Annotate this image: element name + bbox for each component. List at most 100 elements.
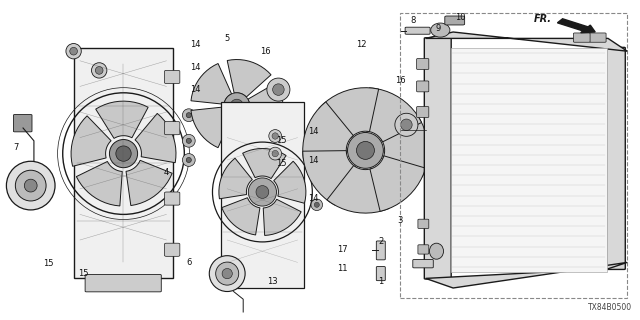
FancyBboxPatch shape	[164, 192, 180, 205]
Text: 8: 8	[410, 16, 415, 25]
FancyBboxPatch shape	[445, 16, 465, 25]
Polygon shape	[227, 60, 271, 97]
Polygon shape	[219, 158, 252, 199]
Ellipse shape	[182, 154, 195, 166]
Polygon shape	[71, 116, 111, 166]
Polygon shape	[191, 63, 232, 104]
Ellipse shape	[256, 186, 269, 198]
Ellipse shape	[70, 47, 77, 55]
Polygon shape	[191, 107, 232, 148]
Ellipse shape	[267, 78, 290, 101]
Text: 17: 17	[337, 245, 348, 254]
Text: 6: 6	[186, 258, 191, 267]
Ellipse shape	[116, 146, 131, 161]
Polygon shape	[227, 114, 271, 152]
Ellipse shape	[356, 141, 374, 159]
FancyBboxPatch shape	[164, 122, 180, 135]
Polygon shape	[426, 32, 627, 51]
FancyBboxPatch shape	[418, 245, 429, 254]
Ellipse shape	[222, 268, 232, 279]
Polygon shape	[327, 165, 389, 213]
Text: 1: 1	[378, 277, 383, 286]
Text: 3: 3	[397, 216, 403, 225]
Polygon shape	[303, 102, 353, 161]
FancyBboxPatch shape	[451, 48, 607, 272]
Ellipse shape	[314, 202, 319, 207]
Text: 15: 15	[78, 269, 88, 278]
Ellipse shape	[272, 150, 278, 157]
FancyBboxPatch shape	[589, 33, 606, 42]
Polygon shape	[263, 199, 301, 236]
Ellipse shape	[269, 147, 282, 160]
Text: 15: 15	[43, 260, 53, 268]
FancyBboxPatch shape	[573, 33, 590, 42]
Text: 16: 16	[260, 47, 271, 56]
Ellipse shape	[15, 170, 46, 201]
Polygon shape	[303, 151, 356, 205]
FancyBboxPatch shape	[376, 267, 385, 281]
Ellipse shape	[395, 113, 418, 136]
Polygon shape	[426, 262, 627, 288]
Ellipse shape	[24, 179, 37, 192]
Polygon shape	[381, 115, 428, 177]
Text: 14: 14	[190, 63, 200, 72]
Text: TX84B0500: TX84B0500	[588, 303, 632, 312]
Ellipse shape	[92, 63, 107, 78]
Ellipse shape	[182, 134, 195, 147]
Ellipse shape	[95, 67, 103, 74]
Ellipse shape	[186, 138, 191, 143]
Text: 13: 13	[267, 277, 277, 286]
Text: 7: 7	[13, 143, 19, 152]
Polygon shape	[319, 88, 379, 138]
Ellipse shape	[182, 109, 195, 122]
Text: 11: 11	[337, 264, 348, 273]
Text: 14: 14	[308, 156, 319, 164]
Polygon shape	[135, 113, 176, 163]
Ellipse shape	[269, 130, 282, 142]
Ellipse shape	[6, 161, 55, 210]
Text: 5: 5	[225, 34, 230, 43]
FancyBboxPatch shape	[417, 81, 429, 92]
Polygon shape	[367, 88, 422, 142]
Text: 15: 15	[276, 136, 287, 145]
Ellipse shape	[209, 256, 245, 292]
Ellipse shape	[66, 44, 81, 59]
Polygon shape	[370, 156, 426, 212]
Text: 16: 16	[395, 76, 405, 84]
Ellipse shape	[311, 164, 323, 175]
Ellipse shape	[401, 119, 412, 131]
Ellipse shape	[348, 132, 383, 168]
Text: 4: 4	[164, 168, 169, 177]
Ellipse shape	[431, 23, 450, 37]
FancyBboxPatch shape	[413, 260, 433, 268]
Text: FR.: FR.	[534, 13, 552, 24]
Text: 15: 15	[276, 159, 287, 168]
Polygon shape	[76, 162, 122, 206]
Ellipse shape	[216, 262, 239, 285]
FancyBboxPatch shape	[164, 243, 180, 256]
Ellipse shape	[311, 130, 323, 142]
Ellipse shape	[186, 157, 191, 163]
FancyBboxPatch shape	[74, 48, 173, 278]
Polygon shape	[243, 148, 286, 179]
Text: 9: 9	[436, 24, 441, 33]
Text: 10: 10	[456, 13, 466, 22]
FancyBboxPatch shape	[418, 219, 429, 228]
FancyBboxPatch shape	[85, 275, 161, 292]
Polygon shape	[248, 83, 283, 129]
Text: 14: 14	[308, 127, 319, 136]
FancyArrow shape	[557, 19, 595, 33]
FancyBboxPatch shape	[164, 70, 180, 84]
Polygon shape	[96, 101, 148, 139]
Ellipse shape	[311, 199, 323, 211]
FancyBboxPatch shape	[221, 102, 304, 288]
Polygon shape	[222, 198, 260, 235]
Ellipse shape	[109, 140, 138, 168]
FancyBboxPatch shape	[405, 27, 430, 34]
Text: 14: 14	[308, 194, 319, 203]
Ellipse shape	[248, 178, 276, 206]
Ellipse shape	[272, 133, 278, 139]
Text: 12: 12	[356, 40, 367, 49]
FancyBboxPatch shape	[424, 38, 451, 279]
FancyBboxPatch shape	[417, 59, 429, 69]
